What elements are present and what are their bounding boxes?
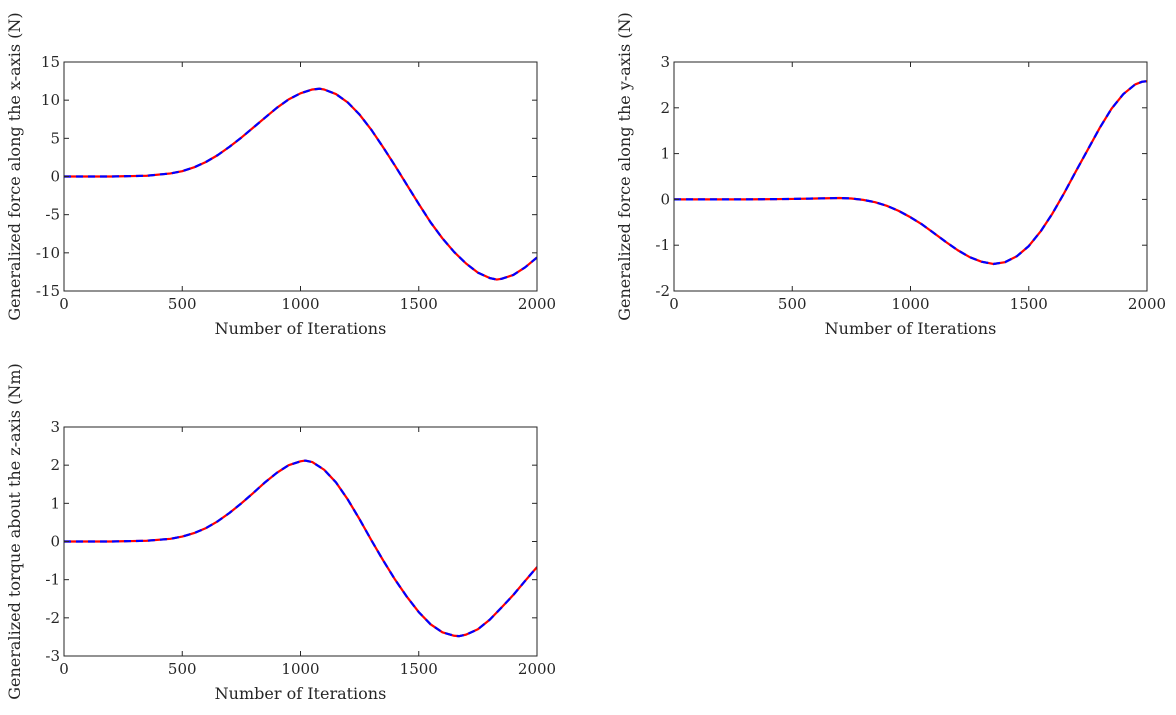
y-force-series-solid-red-line — [674, 80, 1147, 266]
plot-y-force: 0 500 1000 1500 2000 -2 -1 0 1 2 3 Number of Iterat… — [615, 12, 1166, 338]
x-force-ytick-label: -15 — [36, 282, 60, 300]
z-torque-ytick-label: 0 — [50, 533, 60, 551]
y-force-series-dashed-blue-line — [674, 80, 1147, 266]
x-force-series-solid-red-line — [64, 87, 537, 281]
x-force-xtick-label: 1500 — [400, 295, 438, 313]
z-torque-xtick-label: 1000 — [281, 660, 319, 678]
x-force-xtick-label: 2000 — [518, 295, 556, 313]
z-torque-ytick-label: 3 — [50, 418, 60, 436]
z-torque-series-dashed-blue-line — [64, 459, 537, 638]
z-torque-ytick-label: -3 — [45, 647, 60, 665]
y-force-ytick-label: 3 — [660, 53, 670, 71]
y-force-ytick-label: 1 — [660, 145, 670, 163]
z-torque-xtick-label: 1500 — [400, 660, 438, 678]
y-force-ytick-label: 2 — [660, 99, 670, 117]
y-force-xtick-label: 2000 — [1128, 295, 1166, 313]
y-force-xtick-label: 500 — [778, 295, 807, 313]
y-force-xtick-label: 0 — [669, 295, 679, 313]
y-force-axes-box — [673, 61, 1148, 292]
x-force-ytick-label: 0 — [50, 168, 60, 186]
x-force-ytick-label: 5 — [50, 129, 60, 147]
z-torque-xtick-label: 0 — [59, 660, 69, 678]
y-force-ytick-label: -2 — [655, 282, 670, 300]
x-force-y-axis-label: Generalized force along the x-axis (N) — [5, 12, 24, 320]
x-force-xtick-label: 1000 — [281, 295, 319, 313]
y-force-ytick-label: 0 — [660, 190, 670, 208]
z-torque-xtick-label: 500 — [168, 660, 197, 678]
x-force-ytick-label: -5 — [45, 206, 60, 224]
y-force-ytick-label: -1 — [655, 236, 670, 254]
y-force-y-axis-label: Generalized force along the y-axis (N) — [615, 12, 634, 321]
z-torque-ytick-label: 1 — [50, 494, 60, 512]
x-force-series-dashed-blue-line — [64, 87, 537, 281]
plot-z-torque: 0 500 1000 1500 2000 -3 -2 -1 0 1 2 3 Number of Iter… — [5, 363, 556, 703]
x-force-x-axis-label: Number of Iterations — [215, 319, 387, 338]
z-torque-series-solid-red-line — [64, 459, 537, 638]
y-force-xtick-label: 1000 — [891, 295, 929, 313]
x-force-ytick-label: 15 — [41, 53, 60, 71]
z-torque-ytick-label: 2 — [50, 456, 60, 474]
x-force-xtick-label: 0 — [59, 295, 69, 313]
z-torque-ytick-label: -1 — [45, 571, 60, 589]
x-force-ytick-label: -10 — [36, 244, 60, 262]
z-torque-y-axis-label: Generalized torque about the z-axis (Nm) — [5, 363, 24, 699]
x-force-xtick-label: 500 — [168, 295, 197, 313]
plot-x-force: 0 500 1000 1500 2000 -15 -10 -5 0 5 10 15 Number of … — [5, 12, 556, 338]
z-torque-x-axis-label: Number of Iterations — [215, 684, 387, 703]
y-force-xtick-label: 1500 — [1010, 295, 1048, 313]
y-force-x-axis-label: Number of Iterations — [825, 319, 997, 338]
x-force-ytick-label: 10 — [41, 91, 60, 109]
z-torque-ytick-label: -2 — [45, 609, 60, 627]
z-torque-xtick-label: 2000 — [518, 660, 556, 678]
